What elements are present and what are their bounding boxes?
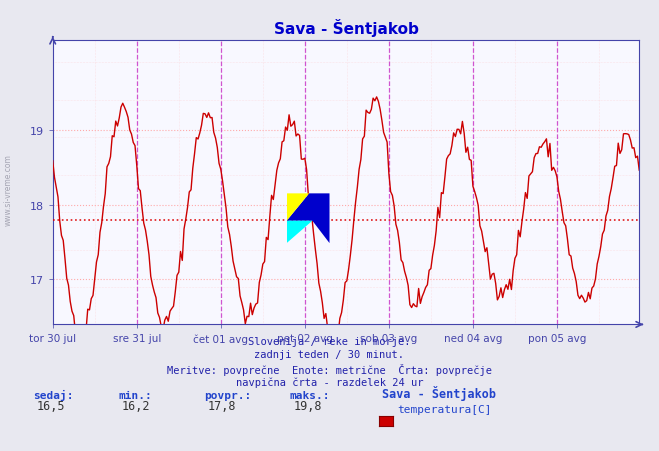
Text: zadnji teden / 30 minut.: zadnji teden / 30 minut. <box>254 350 405 359</box>
Polygon shape <box>287 221 312 244</box>
Text: maks.:: maks.: <box>290 390 330 400</box>
Text: Slovenija / reke in morje.: Slovenija / reke in morje. <box>248 336 411 346</box>
Text: navpična črta - razdelek 24 ur: navpična črta - razdelek 24 ur <box>236 377 423 387</box>
Title: Sava - Šentjakob: Sava - Šentjakob <box>273 18 418 37</box>
Polygon shape <box>287 194 309 221</box>
Text: Meritve: povprečne  Enote: metrične  Črta: povprečje: Meritve: povprečne Enote: metrične Črta:… <box>167 363 492 375</box>
Text: 19,8: 19,8 <box>293 399 322 412</box>
Text: 16,5: 16,5 <box>36 399 65 412</box>
Text: 17,8: 17,8 <box>208 399 236 412</box>
Text: min.:: min.: <box>119 390 152 400</box>
Text: Sava - Šentjakob: Sava - Šentjakob <box>382 385 496 400</box>
Text: www.si-vreme.com: www.si-vreme.com <box>3 153 13 226</box>
Text: sedaj:: sedaj: <box>33 389 73 400</box>
Polygon shape <box>287 194 330 244</box>
Text: temperatura[C]: temperatura[C] <box>397 404 492 414</box>
Text: povpr.:: povpr.: <box>204 390 252 400</box>
Text: 16,2: 16,2 <box>122 399 150 412</box>
